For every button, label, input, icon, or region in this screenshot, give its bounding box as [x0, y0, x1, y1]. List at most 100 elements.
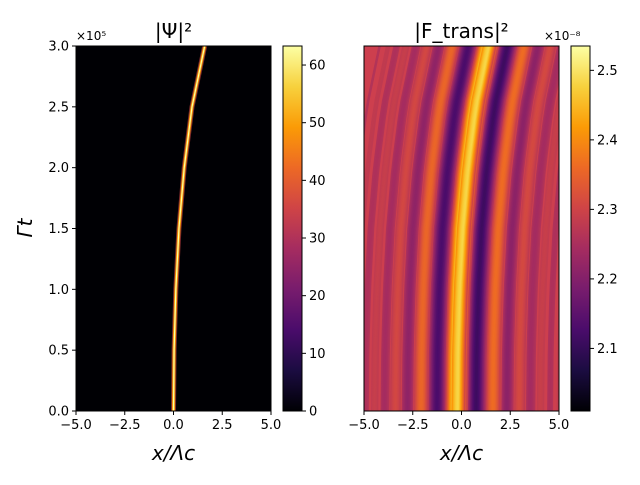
ftrans-fringe-strip [510, 46, 544, 411]
ftrans-fringe-strip [381, 46, 415, 411]
ftrans-fringe-strip [506, 46, 540, 411]
colorbar-psi-tick-label: 10 [309, 347, 326, 362]
ftrans-fringe-strip [462, 46, 495, 411]
ftrans-fringe-strip [450, 46, 483, 411]
ftrans-fringe-strip [397, 46, 430, 411]
ftrans-fringe-strip [469, 46, 503, 411]
ftrans-fringe-strip [443, 46, 476, 411]
ftrans-fringe-strip [487, 46, 520, 411]
ftrans-fringe-strip [429, 46, 462, 411]
ftrans-fringe-strip [392, 46, 425, 411]
ftrans-fringe-strip [373, 46, 406, 411]
ftrans-fringe-strip [421, 46, 454, 411]
ftrans-fringe-strip [461, 46, 494, 411]
ftrans-fringe-strip [405, 46, 438, 411]
ftrans-fringe-strip [532, 66, 559, 411]
colorbar-psi-tick-label: 0 [309, 405, 317, 420]
ftrans-fringe-strip [473, 46, 506, 411]
colorbar-ftrans-ticks: 2.1 2.2 2.3 2.4 2.5 [590, 64, 618, 357]
ftrans-fringe-strip [424, 46, 457, 411]
ftrans-fringe-strip [441, 46, 474, 411]
ftrans-fringe-strip [482, 46, 515, 411]
colorbar-psi-tick-label: 50 [309, 116, 326, 131]
ftrans-fringe-strip [372, 46, 405, 411]
ftrans-fringe-strip [364, 46, 381, 135]
ftrans-fringe-strip [411, 46, 444, 411]
ftrans-fringe-strip [451, 46, 484, 411]
ftrans-fringe-strip [366, 46, 400, 411]
ftrans-fringe-strip [526, 46, 559, 411]
colorbar-psi-fill [283, 46, 302, 411]
panel-ftrans-x-tick-label: 0.0 [451, 418, 472, 433]
ftrans-fringe-strip [422, 46, 456, 411]
ftrans-fringe-strip [438, 46, 471, 411]
ftrans-fringe-strip [439, 46, 472, 411]
ftrans-fringe-strip [463, 46, 497, 411]
ftrans-fringe-strip [371, 46, 405, 411]
psi-ridge-peak [172, 46, 206, 411]
ftrans-fringe-strip [414, 46, 448, 411]
ftrans-fringe-strip [521, 46, 554, 411]
ftrans-fringe-strip [431, 46, 465, 411]
ftrans-fringe-strip [503, 46, 536, 411]
ftrans-fringe-strip [383, 46, 417, 411]
ftrans-fringe-strip [423, 46, 456, 411]
ftrans-fringe-strip [452, 46, 485, 411]
ftrans-fringe-strip [460, 46, 493, 411]
ftrans-fringe-strip [467, 46, 501, 411]
ftrans-fringe-strip [401, 46, 435, 411]
ftrans-fringe-strip [488, 46, 521, 411]
ftrans-fringe-strip [519, 46, 552, 411]
ftrans-fringe-strip [402, 46, 435, 411]
ftrans-fringe-strip [394, 46, 427, 411]
ftrans-fringe-strip [497, 46, 531, 411]
ftrans-fringe-strip [484, 46, 517, 411]
ftrans-fringe-strip [484, 46, 518, 411]
panel-ftrans: |F_trans|² −5.0 −2.5 0.0 2.5 5.0 x/Λc [348, 19, 569, 465]
ftrans-fringe-strip [523, 46, 557, 411]
ftrans-fringe-strip [367, 46, 400, 411]
ftrans-fringe-strip [428, 46, 461, 411]
ftrans-fringe-strip [493, 46, 526, 411]
ftrans-fringe-strip [543, 126, 559, 411]
panel-psi-y-tick-label: 2.5 [48, 100, 69, 115]
ftrans-fringe-strip [433, 46, 466, 411]
ftrans-fringe-strip [409, 46, 442, 411]
ftrans-fringe-strip [364, 46, 398, 411]
ftrans-fringe-strip [404, 46, 437, 411]
ftrans-fringe-strip [487, 46, 521, 411]
ftrans-fringe-strip [477, 46, 510, 411]
ftrans-fringe-strip [542, 121, 559, 411]
ftrans-fringe-strip [407, 46, 440, 411]
panel-ftrans-title: |F_trans|² [414, 19, 508, 43]
ftrans-fringe-strip [424, 46, 458, 411]
ftrans-fringe-strip [415, 46, 448, 411]
ftrans-fringe-strip [437, 46, 471, 411]
ftrans-fringe-strip [495, 46, 529, 411]
ftrans-fringe-strip [417, 46, 450, 411]
ftrans-fringe-strip [492, 46, 525, 411]
ftrans-fringe-strip [491, 46, 525, 411]
ftrans-fringe-strip [457, 46, 491, 411]
ftrans-fringe-strip [459, 46, 493, 411]
ftrans-fringe-strip [416, 46, 449, 411]
ftrans-fringe-strip [410, 46, 443, 411]
ftrans-fringe-strip [472, 46, 506, 411]
colorbar-ftrans-fill [571, 46, 590, 411]
panel-psi-y-tick-label: 1.0 [48, 283, 69, 298]
ftrans-fringe-strip [409, 46, 443, 411]
ftrans-fringe-strip [365, 46, 398, 411]
ftrans-fringe-strip [433, 46, 467, 411]
ftrans-fringe-strip [471, 46, 504, 411]
colorbar-ftrans-tick-label: 2.1 [597, 342, 618, 357]
ftrans-fringe-strip [550, 193, 559, 411]
panel-psi-x-label: x/Λc [151, 441, 195, 465]
ftrans-fringe-strip [483, 46, 516, 411]
ftrans-fringe-strip [391, 46, 424, 411]
ftrans-fringe-strip [436, 46, 469, 411]
colorbar-ftrans-tick-label: 2.5 [597, 64, 618, 79]
ftrans-fringe-strip [449, 46, 482, 411]
ftrans-fringe-strip [539, 103, 559, 411]
ftrans-fringe-strip [463, 46, 496, 411]
ftrans-fringe-strip [399, 46, 432, 411]
